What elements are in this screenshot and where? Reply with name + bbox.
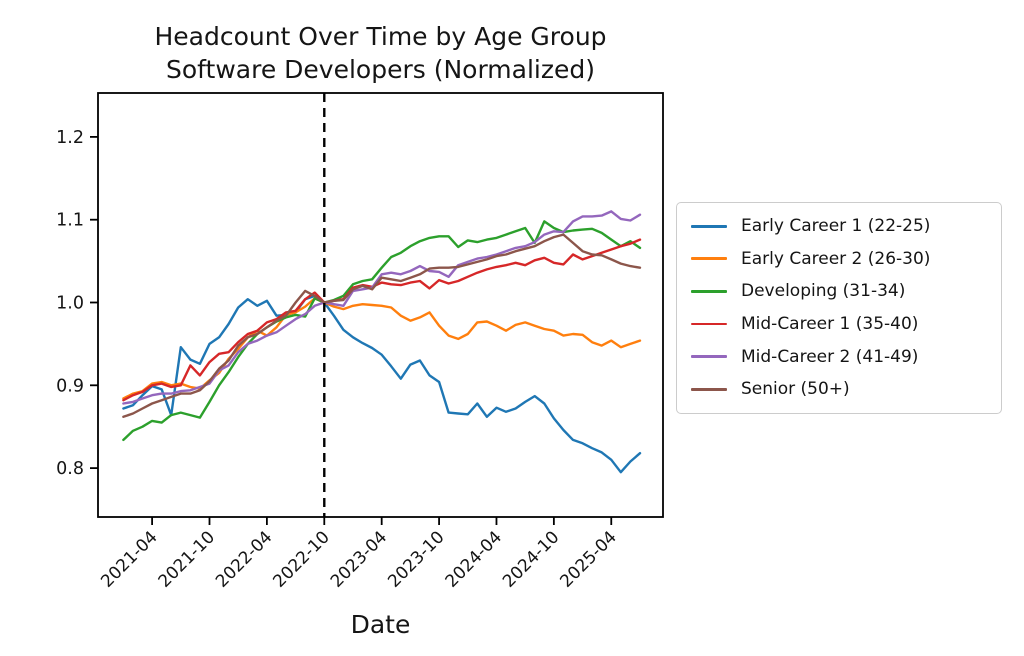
legend-item-early-career-1-22-25: Early Career 1 (22-25) xyxy=(691,210,1001,243)
y-tick-label: 1.2 xyxy=(56,128,84,148)
series-line-early-career-1-22-25 xyxy=(122,294,642,474)
legend-label: Developing (31-34) xyxy=(741,281,906,302)
series-line-senior-50 xyxy=(122,233,642,418)
legend-item-mid-career-1-35-40: Mid-Career 1 (35-40) xyxy=(691,308,1001,341)
legend-item-mid-career-2-41-49: Mid-Career 2 (41-49) xyxy=(691,340,1001,373)
x-tick-label: 2024-04 xyxy=(442,527,506,591)
legend-item-early-career-2-26-30: Early Career 2 (26-30) xyxy=(691,243,1001,276)
x-tick-label: 2021-04 xyxy=(97,527,161,591)
chart-title-line2: Software Developers (Normalized) xyxy=(166,55,595,84)
legend-label: Mid-Career 1 (35-40) xyxy=(741,314,919,335)
x-tick-label: 2022-04 xyxy=(212,527,276,591)
legend-line-swatch-icon xyxy=(691,387,727,391)
x-tick-label: 2024-10 xyxy=(499,527,563,591)
series-line-mid-career-2-41-49 xyxy=(122,210,642,405)
x-tick-label: 2025-04 xyxy=(556,527,620,591)
y-tick-label: 0.8 xyxy=(56,459,84,479)
legend-line-swatch-icon xyxy=(691,290,727,293)
series-line-developing-31-34 xyxy=(122,220,642,442)
x-tick-label: 2023-10 xyxy=(384,527,448,591)
legend-item-senior-50: Senior (50+) xyxy=(691,373,1001,406)
y-tick-label: 1.0 xyxy=(56,294,84,314)
legend-line-swatch-icon xyxy=(691,257,727,261)
legend-item-developing-31-34: Developing (31-34) xyxy=(691,275,1001,308)
legend-label: Early Career 1 (22-25) xyxy=(741,216,931,237)
x-tick-label: 2021-10 xyxy=(155,527,219,591)
series-lines xyxy=(122,210,642,474)
series-line-early-career-2-26-30 xyxy=(122,297,642,400)
legend-line-swatch-icon xyxy=(691,355,727,359)
x-tick-label: 2022-10 xyxy=(269,527,333,591)
x-tick-label: 2023-04 xyxy=(327,527,391,591)
legend: Early Career 1 (22-25) Early Career 2 (26… xyxy=(676,202,1002,414)
legend-label: Senior (50+) xyxy=(741,379,850,400)
x-axis-label: Date xyxy=(350,610,411,639)
y-tick-label: 0.9 xyxy=(56,376,84,396)
plot-border xyxy=(97,92,664,518)
y-axis: 0.8 0.9 1.0 1.1 1.2 xyxy=(56,128,98,479)
x-axis: 2021-042021-102022-042022-102023-042023-… xyxy=(97,517,621,592)
legend-label: Mid-Career 2 (41-49) xyxy=(741,346,919,367)
legend-line-swatch-icon xyxy=(691,224,727,228)
y-tick-label: 1.1 xyxy=(56,211,84,231)
chart-title-line1: Headcount Over Time by Age Group xyxy=(154,22,607,51)
chart-title: Headcount Over Time by Age Group Softwar… xyxy=(38,20,723,86)
legend-label: Early Career 2 (26-30) xyxy=(741,248,931,269)
series-line-mid-career-1-35-40 xyxy=(122,238,642,402)
legend-line-swatch-icon xyxy=(691,322,727,326)
